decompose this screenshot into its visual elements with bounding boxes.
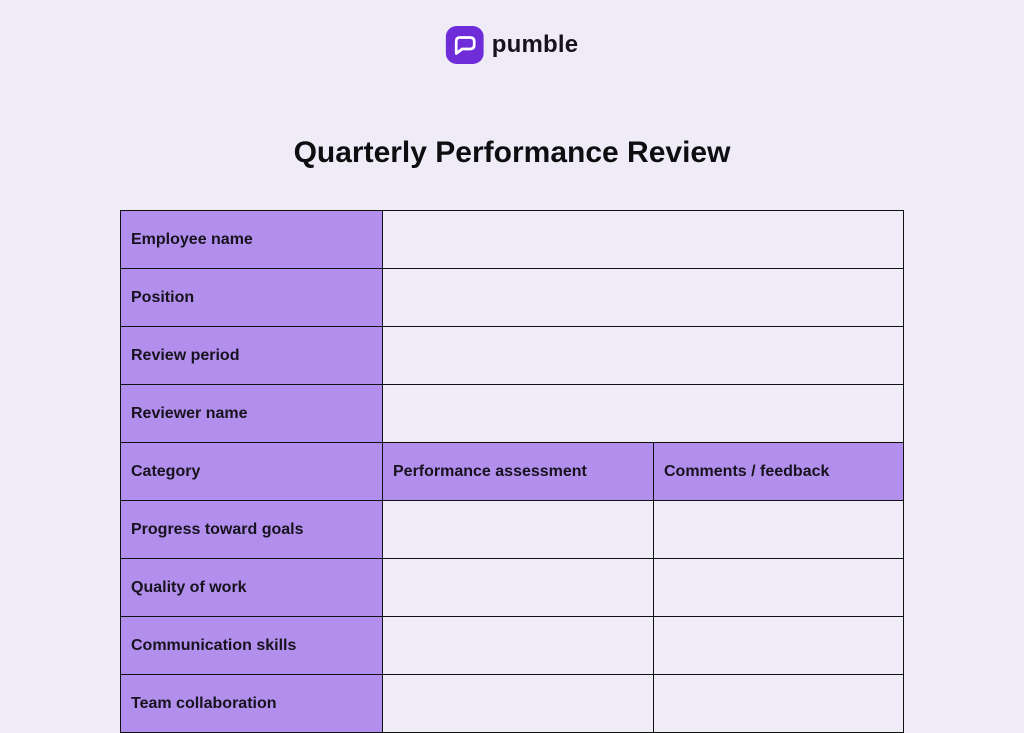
category-label: Team collaboration xyxy=(120,674,383,733)
form-label-employee-name: Employee name xyxy=(120,210,383,269)
comments-cell xyxy=(653,558,904,617)
category-label: Communication skills xyxy=(120,616,383,675)
header-category: Category xyxy=(120,442,383,501)
assessment-cell xyxy=(382,674,654,733)
category-row-progress-toward-goals: Progress toward goals xyxy=(120,500,904,559)
performance-review-table: Employee name Position Review period Rev… xyxy=(120,210,904,733)
form-value-review-period xyxy=(382,326,904,385)
category-label: Progress toward goals xyxy=(120,500,383,559)
category-row-communication-skills: Communication skills xyxy=(120,616,904,675)
form-value-employee-name xyxy=(382,210,904,269)
category-label: Quality of work xyxy=(120,558,383,617)
form-label-reviewer-name: Reviewer name xyxy=(120,384,383,443)
form-label-review-period: Review period xyxy=(120,326,383,385)
category-row-team-collaboration: Team collaboration xyxy=(120,674,904,733)
pumble-chat-bubble-icon xyxy=(445,26,484,64)
page-title: Quarterly Performance Review xyxy=(293,136,731,169)
category-row-quality-of-work: Quality of work xyxy=(120,558,904,617)
assessment-cell xyxy=(382,616,654,675)
header-performance-assessment: Performance assessment xyxy=(382,442,654,501)
comments-cell xyxy=(653,500,904,559)
assessment-cell xyxy=(382,558,654,617)
form-row-employee-name: Employee name xyxy=(120,210,904,269)
pumble-logo: pumble xyxy=(445,26,579,64)
header-comments-feedback: Comments / feedback xyxy=(653,442,904,501)
pumble-logo-text: pumble xyxy=(491,31,579,58)
table-header-row: Category Performance assessment Comments… xyxy=(120,442,904,501)
comments-cell xyxy=(653,616,904,675)
form-label-position: Position xyxy=(120,268,383,327)
comments-cell xyxy=(653,674,904,733)
form-value-reviewer-name xyxy=(382,384,904,443)
form-row-review-period: Review period xyxy=(120,326,904,385)
assessment-cell xyxy=(382,500,654,559)
form-row-reviewer-name: Reviewer name xyxy=(120,384,904,443)
form-value-position xyxy=(382,268,904,327)
form-row-position: Position xyxy=(120,268,904,327)
